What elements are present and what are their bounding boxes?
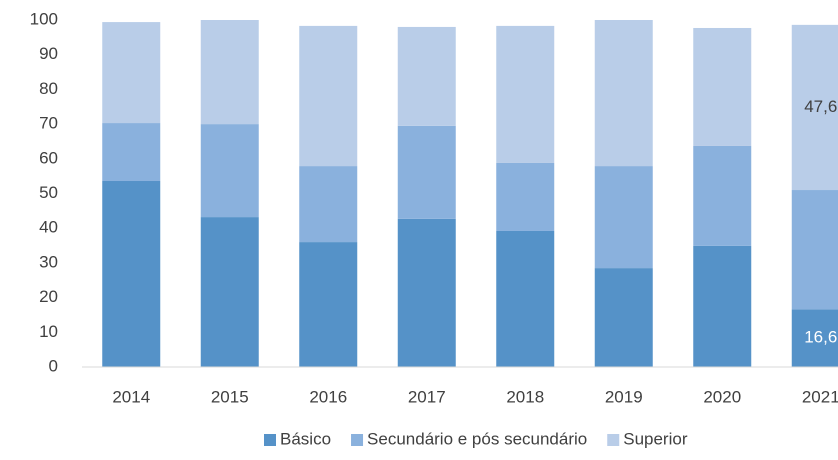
x-tick-label: 2017 bbox=[408, 387, 446, 406]
y-tick-label: 100 bbox=[30, 9, 58, 28]
bar-segment bbox=[299, 166, 358, 243]
bar-segment bbox=[496, 162, 555, 231]
y-tick-label: 0 bbox=[49, 356, 58, 375]
bar-segment bbox=[496, 230, 555, 367]
bar-segment bbox=[693, 27, 752, 146]
bar-segment bbox=[693, 145, 752, 246]
bar-segment bbox=[299, 25, 358, 167]
y-tick-label: 80 bbox=[39, 79, 58, 98]
x-tick-label: 2020 bbox=[703, 387, 741, 406]
y-tick-label: 60 bbox=[39, 148, 58, 167]
x-tick-label: 2018 bbox=[506, 387, 544, 406]
legend-swatch bbox=[264, 434, 276, 446]
x-tick-label: 2016 bbox=[309, 387, 347, 406]
y-tick-label: 40 bbox=[39, 218, 58, 237]
bar-segment bbox=[102, 181, 161, 367]
bar-segment bbox=[693, 245, 752, 367]
y-tick-label: 30 bbox=[39, 252, 58, 271]
data-label: 16,6 bbox=[804, 328, 837, 347]
x-tick-label: 2019 bbox=[605, 387, 643, 406]
bar-segment bbox=[200, 124, 259, 218]
bar-segment bbox=[397, 218, 456, 367]
y-tick-label: 10 bbox=[39, 322, 58, 341]
y-tick-label: 70 bbox=[39, 114, 58, 133]
legend-label: Superior bbox=[623, 429, 688, 448]
bar-segment bbox=[102, 22, 161, 124]
legend-swatch bbox=[351, 434, 364, 446]
bar-segment bbox=[791, 190, 838, 310]
bar-segment bbox=[102, 123, 161, 182]
bar-segment bbox=[594, 268, 653, 367]
legend-swatch bbox=[607, 434, 620, 446]
y-tick-label: 90 bbox=[39, 44, 58, 63]
bar-segment bbox=[200, 20, 259, 125]
data-label: 47,6 bbox=[804, 97, 837, 116]
bar-segment bbox=[791, 309, 838, 367]
bar-segment bbox=[200, 217, 259, 367]
x-tick-label: 2015 bbox=[211, 387, 249, 406]
legend-label: Secundário e pós secundário bbox=[367, 429, 587, 448]
x-tick-label: 2021 bbox=[802, 387, 838, 406]
bar-segment bbox=[397, 125, 456, 219]
bar-segment bbox=[299, 242, 358, 367]
bar-segment bbox=[397, 26, 456, 126]
bar-segment bbox=[594, 166, 653, 269]
bar-segment bbox=[496, 25, 555, 163]
bar-segment bbox=[791, 24, 838, 191]
y-tick-label: 50 bbox=[39, 183, 58, 202]
bar-segment bbox=[594, 20, 653, 167]
x-tick-label: 2014 bbox=[112, 387, 150, 406]
y-tick-label: 20 bbox=[39, 287, 58, 306]
legend-label: Básico bbox=[280, 429, 331, 448]
